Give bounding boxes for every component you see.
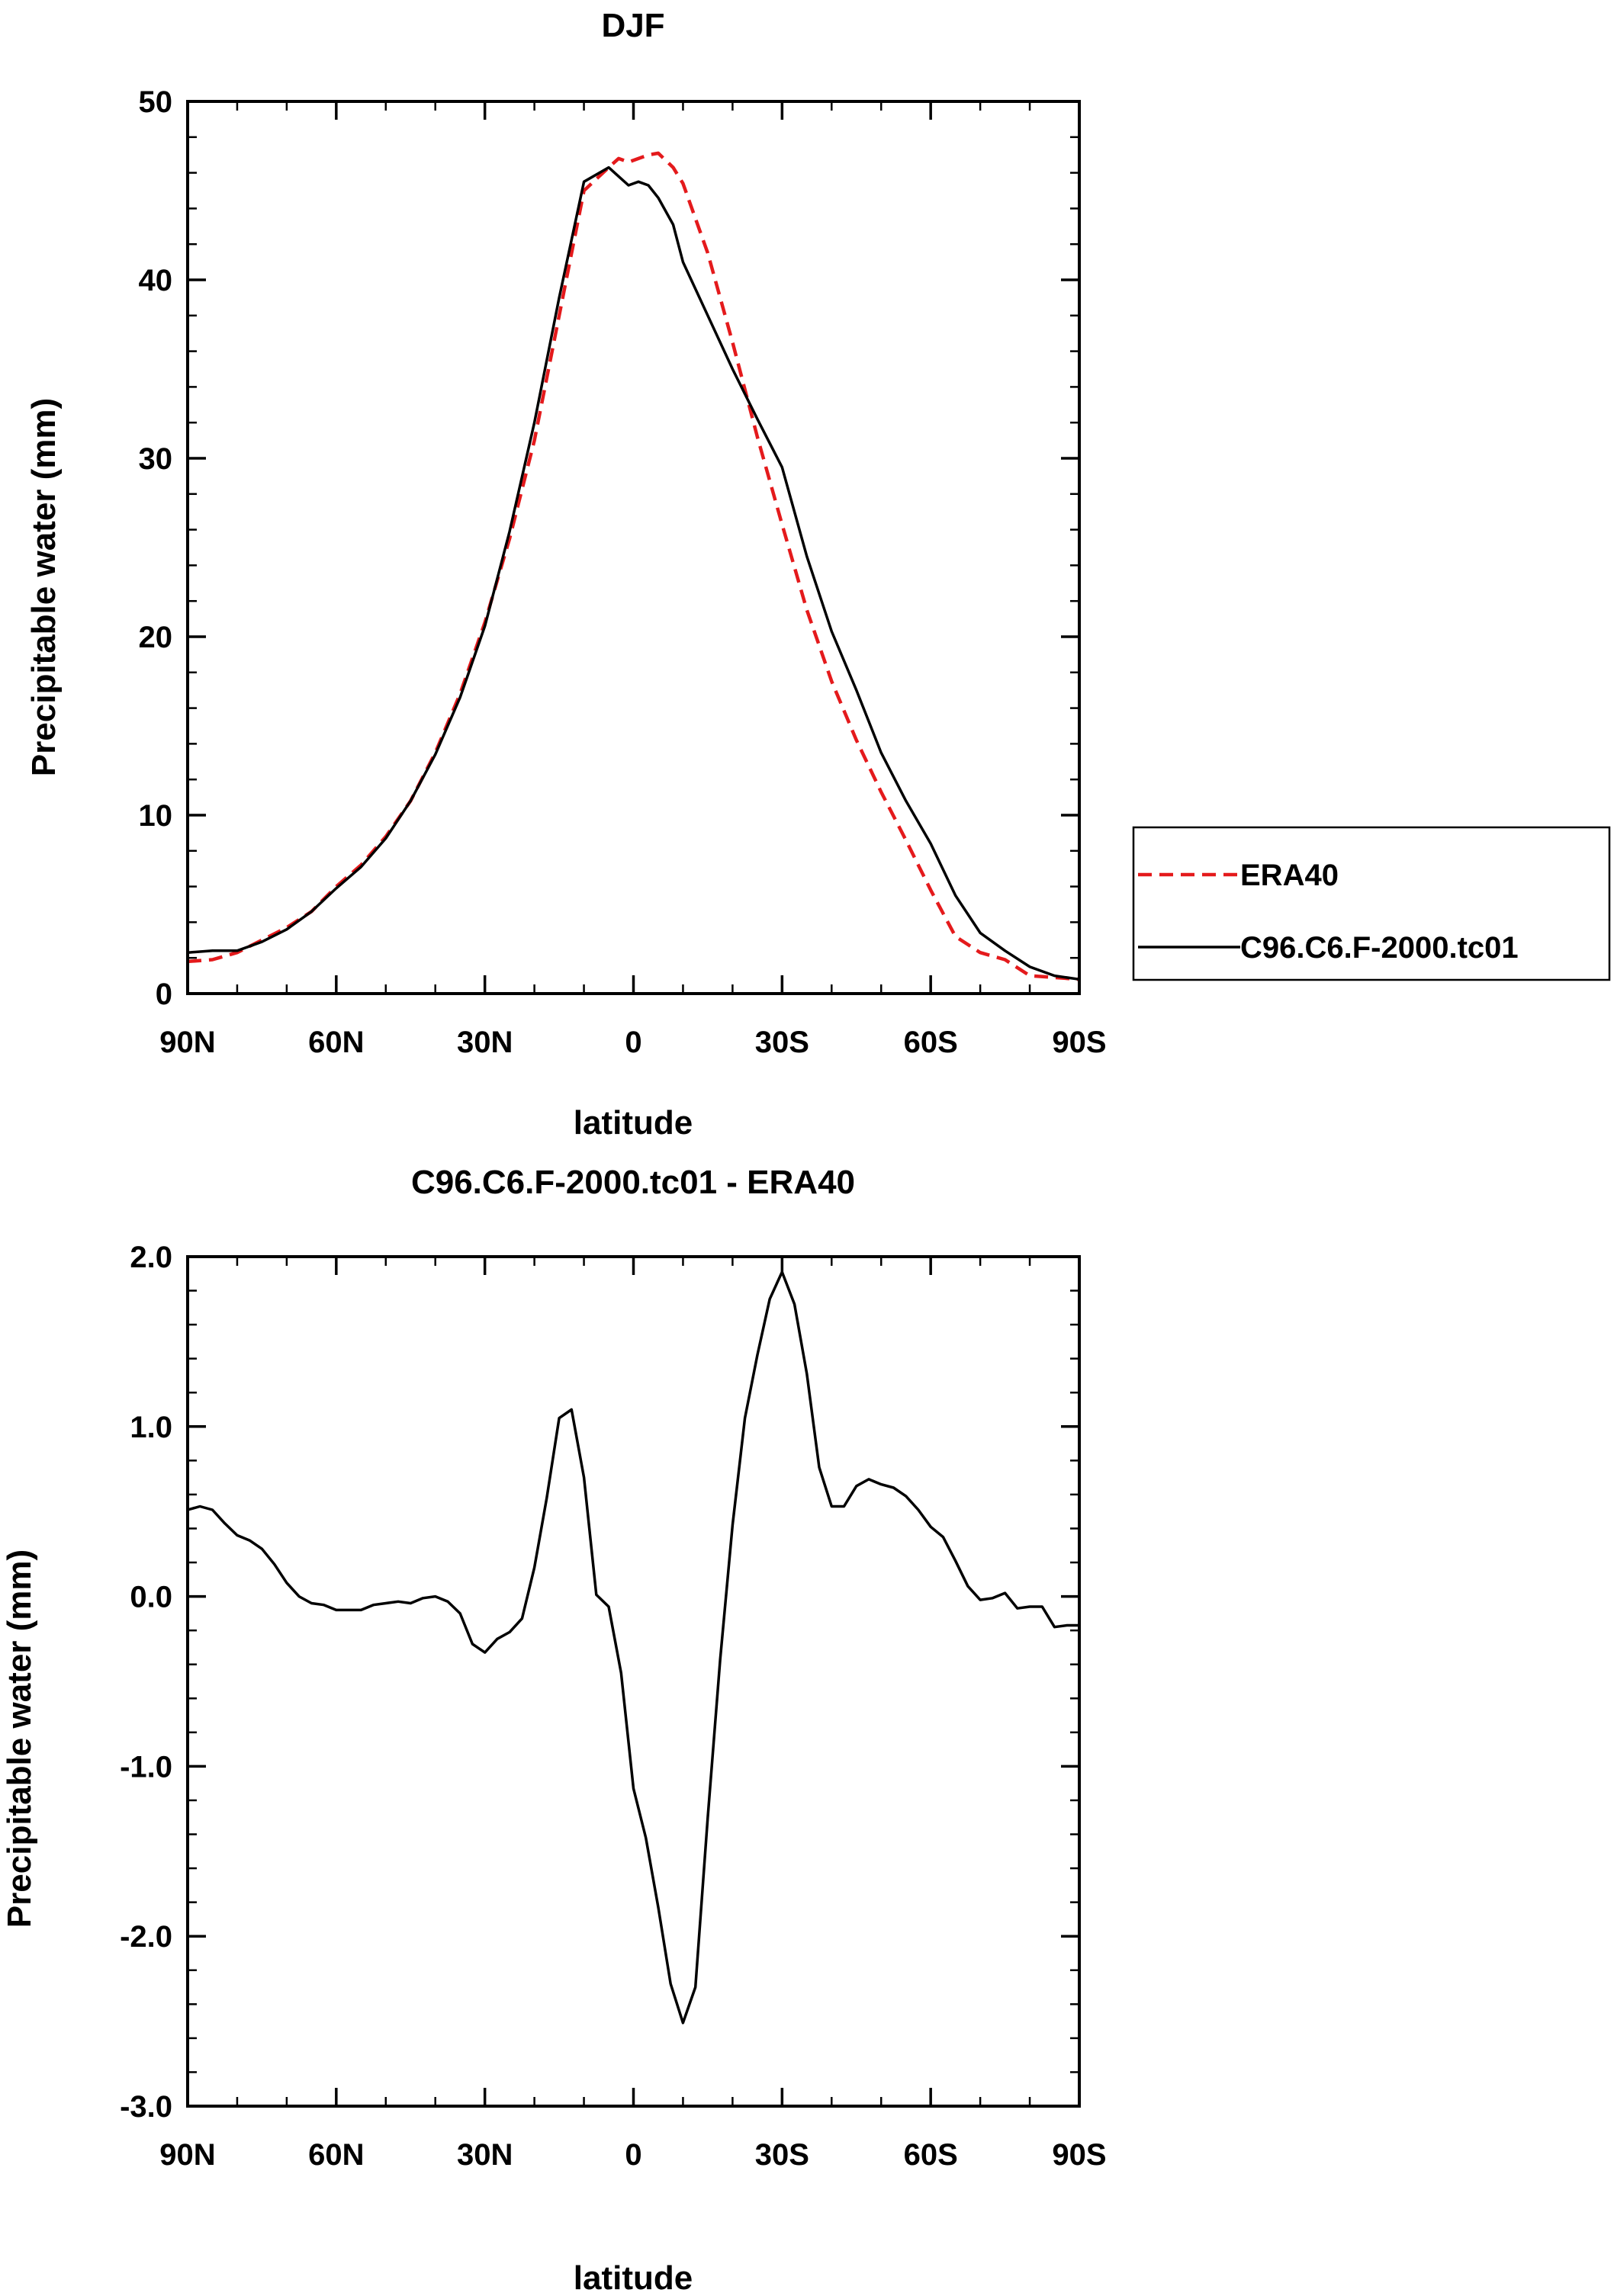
- series-line-model: [187, 165, 1080, 981]
- top-panel: DJF Precipitable water (mm) latitude 0 10…: [25, 7, 1611, 1142]
- bottom-y-axis-label: Precipitable water (mm): [1, 1549, 38, 1928]
- top-series-lines: [187, 151, 1080, 981]
- x-tick-label: 60S: [904, 1026, 958, 1059]
- series-line-era40: [187, 151, 1080, 981]
- y-tick-label: 2.0: [130, 1241, 172, 1274]
- y-tick-label: 0.0: [130, 1581, 172, 1614]
- x-tick-label: 90N: [159, 2138, 215, 2172]
- legend-label-model: C96.C6.F-2000.tc01: [1240, 931, 1519, 965]
- top-plot-frame: [186, 100, 1081, 995]
- bottom-panel: C96.C6.F-2000.tc01 - ERA40 Precipitable …: [1, 1164, 1107, 2296]
- x-tick-label: 30N: [457, 2138, 513, 2172]
- top-y-tick-labels: 0 10 20 30 40 50: [139, 85, 173, 1011]
- y-tick-label: 40: [139, 264, 173, 297]
- x-tick-label: 30N: [457, 1026, 513, 1059]
- top-plot-title: DJF: [601, 7, 664, 44]
- x-tick-label: 60N: [308, 1026, 364, 1059]
- y-tick-label: 20: [139, 621, 173, 654]
- y-tick-label: -1.0: [120, 1750, 172, 1784]
- y-tick-label: -3.0: [120, 2090, 172, 2124]
- y-tick-label: 1.0: [130, 1411, 172, 1444]
- series-line-difference: [187, 1270, 1079, 2025]
- top-legend: ERA40 C96.C6.F-2000.tc01: [1132, 826, 1611, 981]
- bottom-x-tick-labels: 90N 60N 30N 0 30S 60S 90S: [159, 2138, 1106, 2172]
- top-y-axis-label: Precipitable water (mm): [25, 398, 63, 776]
- legend-box: [1132, 826, 1611, 981]
- y-tick-label: 0: [156, 978, 172, 1011]
- y-tick-label: 30: [139, 442, 173, 476]
- x-tick-label: 60N: [308, 2138, 364, 2172]
- bottom-plot-title: C96.C6.F-2000.tc01 - ERA40: [411, 1164, 855, 1201]
- top-x-axis-label: latitude: [574, 1104, 693, 1142]
- bottom-x-axis-label: latitude: [574, 2259, 693, 2296]
- x-tick-label: 60S: [904, 2138, 958, 2172]
- bottom-series-lines: [187, 1270, 1079, 2025]
- x-tick-label: 90S: [1052, 1026, 1106, 1059]
- x-tick-label: 30S: [755, 1026, 809, 1059]
- x-tick-label: 90N: [159, 1026, 215, 1059]
- x-tick-label: 90S: [1052, 2138, 1106, 2172]
- x-tick-label: 30S: [755, 2138, 809, 2172]
- y-tick-label: -2.0: [120, 1920, 172, 1954]
- legend-label-era40: ERA40: [1240, 859, 1339, 892]
- bottom-plot-frame: [186, 1255, 1081, 2108]
- y-tick-label: 10: [139, 799, 173, 833]
- top-x-tick-labels: 90N 60N 30N 0 30S 60S 90S: [159, 1026, 1106, 1059]
- x-tick-label: 0: [625, 2138, 641, 2172]
- y-tick-label: 50: [139, 85, 173, 119]
- x-tick-label: 0: [625, 1026, 641, 1059]
- bottom-y-tick-labels: -3.0 -2.0 -1.0 0.0 1.0 2.0: [120, 1241, 172, 2124]
